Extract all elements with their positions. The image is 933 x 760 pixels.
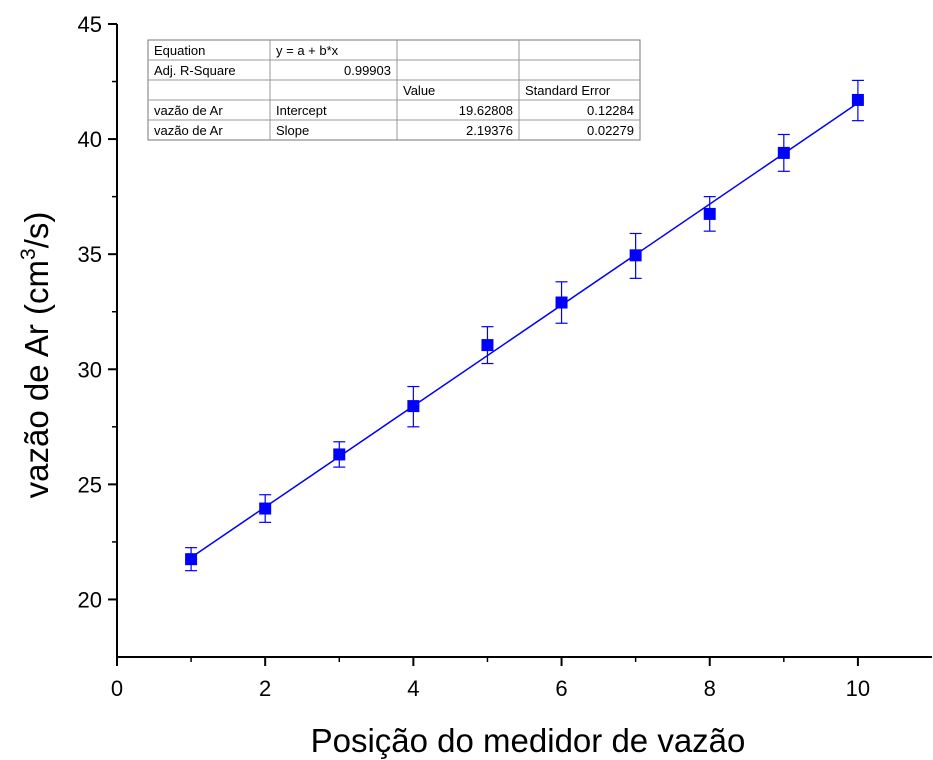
y-tick-label: 20 — [78, 587, 102, 612]
y-tick-label: 35 — [78, 242, 102, 267]
data-point — [777, 133, 790, 172]
fit-table-cell: Slope — [276, 123, 309, 138]
square-marker — [407, 400, 420, 413]
fit-table-cell: vazão de Ar — [154, 123, 223, 138]
x-tick-label: 10 — [846, 676, 870, 701]
data-points-layer — [185, 79, 864, 572]
fit-table-cell: Value — [403, 83, 435, 98]
fit-table-cell: Standard Error — [525, 83, 611, 98]
data-point — [481, 326, 494, 365]
axes-layer: 0 2 4 6 8 10 20 25 30 35 40 45 — [78, 12, 932, 701]
data-point — [259, 494, 272, 523]
y-tick-label: 30 — [78, 357, 102, 382]
square-marker — [481, 339, 494, 352]
y-axis-title: vazão de Ar (cm3/s) — [17, 212, 55, 499]
data-point — [851, 79, 864, 122]
fit-table-cell: 2.19376 — [466, 123, 513, 138]
data-point — [407, 385, 420, 428]
x-tick-label: 6 — [555, 676, 567, 701]
fit-table-cell: 0.99903 — [344, 63, 391, 78]
data-point — [555, 281, 568, 324]
fit-table-cell: 0.12284 — [587, 103, 634, 118]
data-point — [703, 196, 716, 232]
x-tick-label: 2 — [259, 676, 271, 701]
fit-line-layer — [190, 102, 859, 559]
data-point — [185, 547, 198, 572]
fit-table-cell: 0.02279 — [587, 123, 634, 138]
x-tick-label: 8 — [704, 676, 716, 701]
fit-results-table: Equation y = a + b*x Adj. R-Square 0.99903 V… — [147, 39, 641, 141]
square-marker — [629, 249, 642, 262]
data-point — [629, 232, 642, 279]
fit-table-cell: Intercept — [276, 103, 327, 118]
y-axis-title-superscript: 3 — [17, 248, 40, 260]
square-marker — [851, 93, 864, 106]
y-axis-title-base: vazão de Ar (cm — [18, 260, 55, 498]
fit-table-cell: Equation — [154, 43, 205, 58]
x-axis-title: Posição do medidor de vazão — [311, 722, 746, 759]
y-tick-label: 45 — [78, 12, 102, 37]
fit-table-cell: Adj. R-Square — [154, 63, 236, 78]
fit-table-frame — [147, 39, 641, 141]
x-tick-label: 4 — [407, 676, 419, 701]
square-marker — [259, 502, 272, 515]
x-tick-label: 0 — [111, 676, 123, 701]
square-marker — [703, 207, 716, 220]
square-marker — [333, 448, 346, 461]
axis-titles: Posição do medidor de vazão vazão de Ar … — [17, 212, 745, 759]
y-axis-title-end: /s) — [18, 212, 55, 249]
linear-fit-line — [190, 102, 859, 559]
fit-table-cell: vazão de Ar — [154, 103, 223, 118]
square-marker — [777, 146, 790, 159]
fit-table-cell: 19.62808 — [459, 103, 513, 118]
fit-table-cell: y = a + b*x — [276, 43, 339, 58]
square-marker — [555, 296, 568, 309]
square-marker — [185, 553, 198, 566]
y-tick-label: 40 — [78, 127, 102, 152]
y-tick-label: 25 — [78, 472, 102, 497]
data-point — [333, 441, 346, 468]
